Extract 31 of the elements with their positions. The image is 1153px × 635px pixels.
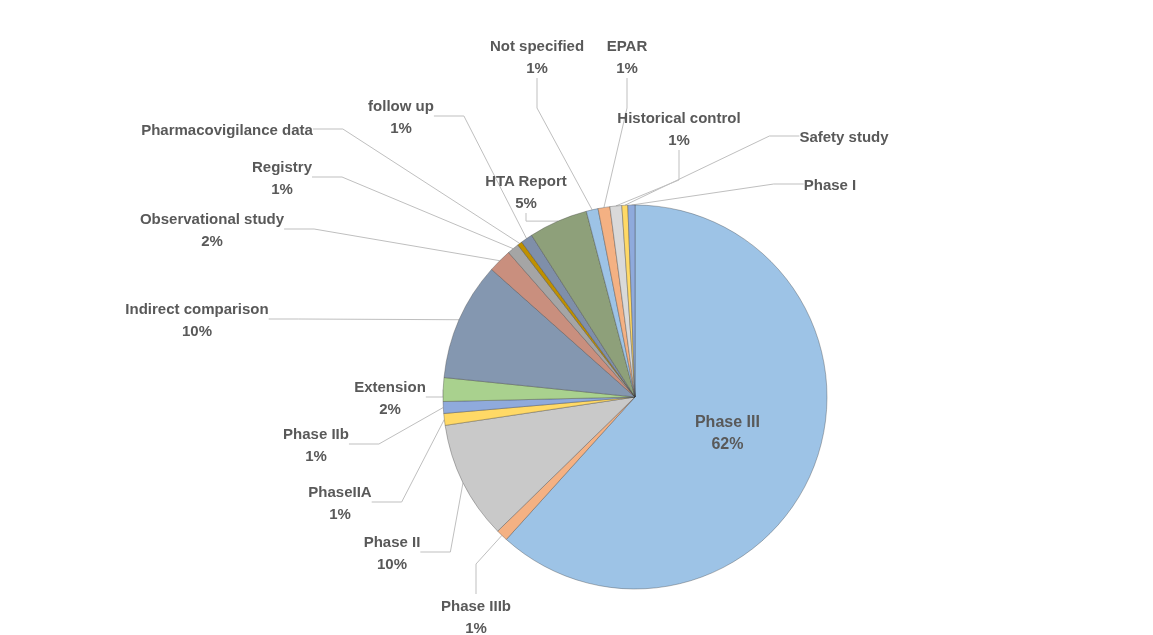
slice-label: Phase IIIb [440, 596, 512, 614]
data-label: 2% [201, 231, 223, 249]
slice-label: Phase III [694, 413, 760, 431]
slice-label: Pharmacovigilance data [141, 120, 314, 138]
data-label: 1% [329, 504, 351, 522]
slice-label: Phase I [803, 175, 857, 193]
data-label: 10% [376, 554, 408, 572]
data-label: 1% [305, 446, 327, 464]
slice-label: Indirect comparison [125, 299, 269, 317]
slice-label: Extension [354, 377, 426, 395]
slice-label: follow up [368, 96, 434, 114]
slice-label: EPAR [606, 36, 648, 54]
slice-label: Phase II [363, 532, 421, 550]
slice-label: PhaseIIA [308, 482, 372, 500]
data-label: 2% [379, 399, 401, 417]
slice-label: Observational study [139, 209, 285, 227]
data-label: 10% [181, 321, 213, 339]
data-label: 1% [616, 58, 638, 76]
slice-label: Safety study [799, 127, 890, 145]
data-label: 62% [711, 435, 744, 453]
data-label: 1% [390, 118, 412, 136]
slice-label: Not specified [489, 36, 585, 54]
slice-label: Phase IIb [283, 424, 349, 442]
data-label: 1% [465, 618, 487, 635]
data-label: 1% [668, 130, 690, 148]
data-label: 1% [526, 58, 548, 76]
data-label: 1% [271, 179, 293, 197]
slice-label: Registry [251, 157, 313, 175]
slice-label: Historical control [617, 108, 741, 126]
data-label: 5% [515, 193, 537, 211]
slice-label: HTA Report [485, 171, 567, 189]
